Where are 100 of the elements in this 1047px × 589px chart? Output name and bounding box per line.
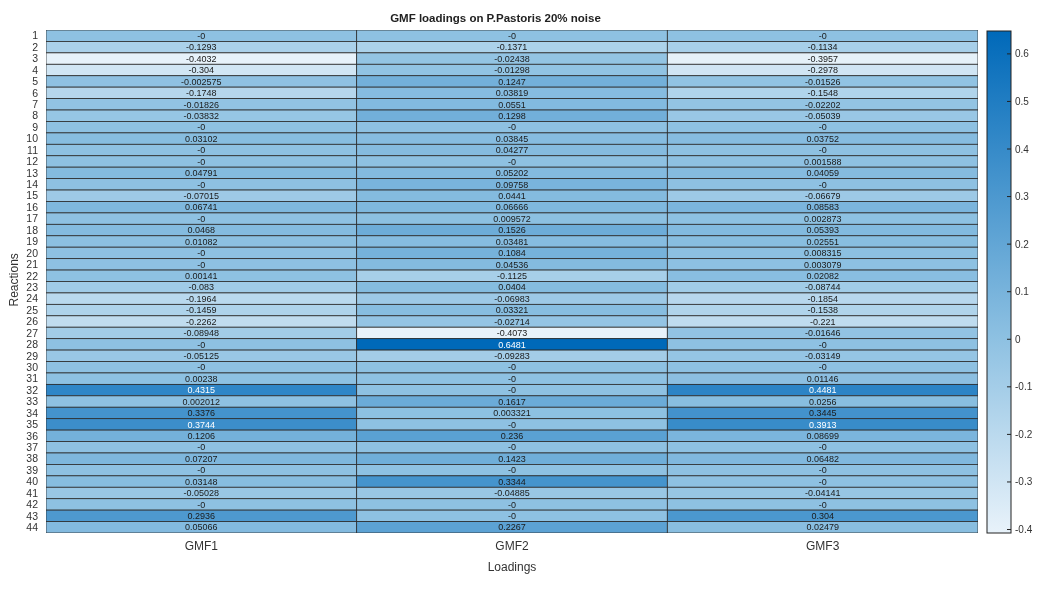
data-label: 0.04791 (185, 168, 218, 179)
color-bar-label: 0.2 (1015, 238, 1030, 250)
data-label: -0 (197, 122, 206, 133)
data-label: 0.2936 (187, 511, 216, 522)
y-tick-label: 3 (32, 52, 39, 65)
data-label: -0.4073 (496, 328, 528, 339)
data-label: -0.1748 (186, 88, 217, 99)
y-tick-label: 2 (32, 40, 39, 53)
y-tick-label: 22 (26, 269, 39, 282)
data-label: -0 (197, 145, 206, 156)
data-label: 0.03102 (185, 133, 218, 144)
data-label: 0.08583 (806, 202, 839, 213)
color-bar-label: -0.3 (1015, 476, 1033, 488)
data-label: -0.04885 (494, 488, 530, 499)
y-tick-label: 33 (26, 395, 39, 408)
data-label: 0.03845 (495, 133, 529, 144)
y-tick-label: 36 (26, 429, 39, 442)
y-tick-label: 42 (26, 498, 39, 511)
y-tick-label: 9 (32, 120, 39, 133)
data-label: -0.06983 (494, 293, 530, 304)
data-label: 0.0256 (808, 396, 837, 407)
data-label: -0 (507, 511, 517, 522)
data-label: -0.1538 (807, 305, 838, 316)
data-label: 0.03752 (806, 133, 839, 144)
y-tick-label: 30 (26, 360, 39, 373)
data-label: 0.04059 (806, 168, 839, 179)
data-label: 0.3376 (187, 408, 216, 419)
y-tick-label: 16 (26, 200, 39, 213)
data-label: -0.1371 (496, 42, 528, 53)
data-label: -0 (818, 145, 827, 156)
y-tick-label: 41 (26, 486, 39, 499)
chart-title: GMF loadings on P.Pastoris 20% noise (389, 12, 602, 24)
data-label: -0 (818, 499, 827, 510)
data-label: 0.304 (811, 511, 834, 522)
y-tick-label: 39 (26, 463, 39, 476)
data-label: 0.003079 (803, 259, 842, 270)
y-tick-label: 26 (26, 315, 39, 328)
x-tick-label: GMF2 (495, 538, 529, 553)
color-bar-label: 0.1 (1015, 286, 1030, 298)
data-label: 0.09758 (495, 179, 529, 190)
data-label: -0 (507, 442, 517, 453)
data-label: -0 (197, 499, 206, 510)
data-label: -0 (197, 179, 206, 190)
y-tick-label: 44 (26, 521, 39, 534)
data-label: 0.05066 (185, 522, 218, 533)
y-tick-label: 37 (26, 440, 39, 453)
data-label: -0 (507, 30, 517, 41)
data-label: 0.003321 (493, 408, 531, 419)
data-label: -0 (507, 499, 517, 510)
data-label: -0.3957 (807, 53, 838, 64)
data-label: -0.07015 (183, 190, 220, 201)
data-label: 0.1084 (498, 248, 526, 259)
data-label: 0.236 (500, 431, 524, 442)
data-label: -0.03149 (804, 351, 841, 362)
data-label: 0.03148 (185, 476, 218, 487)
data-label: -0.1459 (186, 305, 217, 316)
data-label: -0 (507, 419, 517, 430)
y-tick-label: 24 (26, 292, 39, 305)
y-tick-label: 12 (26, 155, 39, 168)
y-tick-label: 11 (27, 143, 39, 156)
y-tick-label: 32 (26, 383, 39, 396)
data-label: 0.1247 (498, 76, 526, 87)
data-label: -0 (197, 259, 206, 270)
data-label: -0.01298 (494, 65, 530, 76)
data-label: -0.083 (188, 282, 215, 293)
data-label: -0 (818, 122, 827, 133)
data-label: -0 (197, 465, 206, 476)
data-label: 0.0468 (187, 225, 216, 236)
data-label: -0.03832 (183, 110, 220, 121)
data-label: 0.02082 (806, 270, 839, 281)
data-label: 0.0441 (498, 190, 526, 201)
data-label: -0.04141 (804, 488, 841, 499)
data-label: -0 (197, 248, 206, 259)
data-label: -0 (197, 442, 206, 453)
data-label: -0 (197, 30, 206, 41)
data-label: 0.3344 (498, 476, 526, 487)
data-label: -0.05028 (183, 488, 220, 499)
data-label: -0.05125 (183, 351, 220, 362)
y-tick-label: 4 (32, 63, 39, 76)
y-tick-label: 25 (26, 303, 39, 316)
data-label: 0.05393 (806, 225, 839, 236)
data-label: -0 (507, 122, 517, 133)
data-label: -0.2262 (186, 316, 217, 327)
data-label: 0.04277 (495, 145, 529, 156)
data-label: -0 (507, 156, 517, 167)
data-label: 0.00141 (185, 270, 218, 281)
y-tick-label: 19 (26, 235, 39, 248)
data-label: 0.06741 (185, 202, 218, 213)
data-label: -0 (818, 442, 827, 453)
color-bar-label: -0.2 (1015, 428, 1033, 440)
data-label: 0.002012 (182, 396, 221, 407)
color-bar-label: 0.3 (1015, 191, 1030, 203)
y-tick-label: 29 (26, 349, 39, 362)
data-label: 0.03819 (495, 88, 529, 99)
color-bar-label: -0.4 (1015, 524, 1033, 536)
color-bar-label: -0.1 (1015, 381, 1033, 393)
data-label: -0.08744 (804, 282, 841, 293)
data-label: 0.04536 (495, 259, 529, 270)
data-label: -0 (818, 339, 827, 350)
y-tick-label: 5 (32, 75, 39, 88)
